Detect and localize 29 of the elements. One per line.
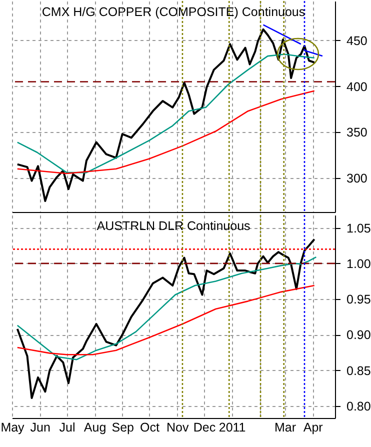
- x-tick-label: 2011: [218, 420, 246, 434]
- chart-title: CMX H/G COPPER (COMPOSITE) Continuous: [42, 5, 306, 19]
- chart-title: AUSTRLN DLR Continuous: [96, 219, 250, 233]
- line-series: [16, 90, 316, 174]
- x-tick-label: Sep: [112, 420, 134, 434]
- line-series: [16, 28, 316, 202]
- x-tick-label: Aug: [84, 420, 106, 434]
- x-tick-label: Nov: [166, 420, 190, 434]
- y-tick-label: 1.05: [346, 221, 371, 236]
- y-tick-label: 450: [346, 34, 368, 48]
- y-tick-label: 350: [346, 126, 368, 140]
- line-series: [16, 256, 317, 360]
- y-tick-label: 400: [346, 80, 368, 94]
- y-tick-label: 300: [346, 172, 368, 186]
- y-tick-label: 0.80: [346, 399, 371, 414]
- y-tick-label: 0.85: [346, 364, 371, 378]
- x-tick-label: Oct: [140, 420, 160, 434]
- x-tick-label: Apr: [303, 420, 323, 434]
- line-series: [16, 54, 316, 174]
- x-tick-label: May: [0, 420, 26, 434]
- x-tick-label: Mar: [274, 420, 296, 434]
- x-tick-label: Jun: [30, 420, 50, 434]
- x-tick-label: Dec: [193, 420, 216, 434]
- y-tick-label: 1.00: [346, 256, 371, 271]
- line-series: [16, 284, 316, 356]
- x-tick-label: Jul: [59, 420, 76, 434]
- y-tick-label: 0.95: [346, 292, 371, 307]
- y-tick-label: 0.90: [346, 328, 371, 342]
- line-series: [16, 238, 316, 400]
